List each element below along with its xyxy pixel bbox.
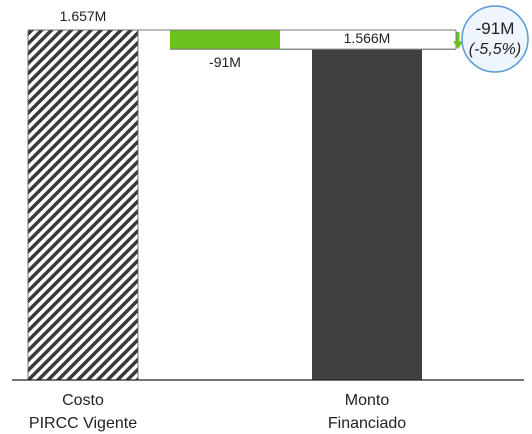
x-tick-label: Costo [62,392,104,409]
x-tick-label: PIRCC Vigente [29,415,137,432]
difference-percent-label: (-5,5%) [469,41,521,58]
data-label: 1.657M [60,8,107,24]
bar [312,49,422,380]
x-tick-label: Monto [345,392,390,409]
difference-bubble [461,5,529,73]
data-label: 1.566M [344,30,391,46]
bar [27,29,139,381]
data-label: -91M [209,54,241,70]
bar [170,30,280,50]
difference-value-label: -91M [476,19,515,38]
difference-arrowhead [453,41,463,50]
x-tick-label: Financiado [328,415,406,432]
